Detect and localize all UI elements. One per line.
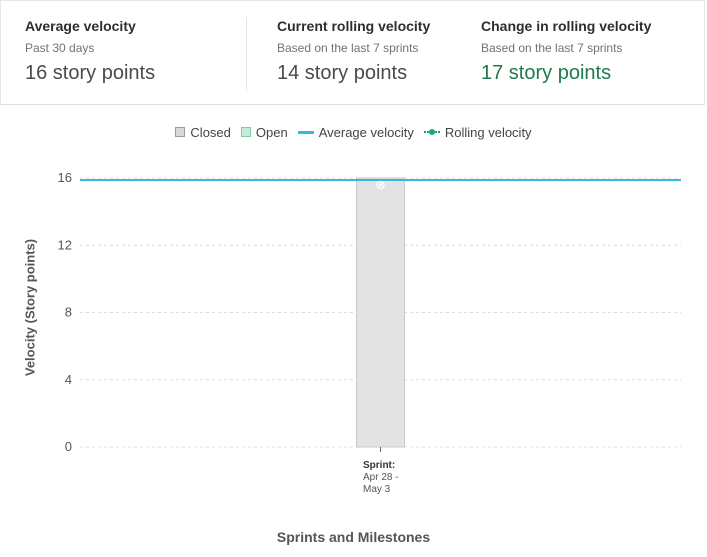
legend-label: Closed bbox=[190, 124, 231, 140]
stat-subtext: Past 30 days bbox=[25, 41, 95, 55]
legend-item-closed[interactable]: Closed bbox=[175, 124, 231, 140]
legend-item-average-velocity[interactable]: Average velocity bbox=[297, 124, 414, 140]
y-tick-label: 16 bbox=[58, 170, 72, 185]
stat-subtext: Based on the last 7 sprints bbox=[277, 41, 419, 55]
legend-label: Rolling velocity bbox=[444, 124, 532, 140]
line-swatch-icon bbox=[297, 130, 314, 134]
y-tick-label: 0 bbox=[65, 439, 72, 454]
legend-item-rolling-velocity[interactable]: Rolling velocity bbox=[423, 124, 532, 140]
y-axis-title: Velocity (Story points) bbox=[22, 238, 38, 377]
x-axis-title: Sprints and Milestones bbox=[276, 529, 431, 545]
velocity-stats-panel: Average velocity Past 30 days 16 story p… bbox=[0, 0, 705, 105]
y-tick-label: 8 bbox=[65, 305, 72, 320]
rolling-velocity-point bbox=[376, 180, 385, 190]
dotted-line-swatch-icon bbox=[423, 127, 440, 137]
category-prefix: Sprint: bbox=[363, 460, 396, 471]
chart-legend: Closed Open Average velocity Rolling vel… bbox=[0, 123, 707, 141]
x-category-label: Sprint: Apr 28 - May 3 bbox=[363, 460, 399, 496]
stat-value: 14 story points bbox=[277, 62, 408, 84]
legend-item-open[interactable]: Open bbox=[240, 124, 288, 140]
stat-label: Change in rolling velocity bbox=[481, 18, 652, 34]
closed-swatch-icon bbox=[175, 127, 186, 137]
rolling-velocity-point-center bbox=[379, 183, 382, 187]
legend-label: Open bbox=[255, 124, 288, 140]
stat-subtext: Based on the last 7 sprints bbox=[481, 41, 623, 55]
stat-divider bbox=[246, 17, 247, 91]
stat-label: Current rolling velocity bbox=[277, 18, 431, 34]
category-date-end: May 3 bbox=[363, 484, 391, 495]
stat-label: Average velocity bbox=[25, 18, 136, 34]
stat-value: 17 story points bbox=[481, 62, 612, 84]
y-tick-label: 12 bbox=[58, 237, 72, 252]
legend-label: Average velocity bbox=[318, 124, 414, 140]
bar-closed bbox=[356, 177, 405, 448]
stat-value: 16 story points bbox=[25, 62, 156, 84]
category-date-start: Apr 28 - bbox=[363, 472, 399, 483]
open-swatch-icon bbox=[240, 127, 251, 137]
velocity-chart: 0 4 8 12 16 bbox=[58, 170, 681, 454]
y-tick-label: 4 bbox=[65, 372, 72, 387]
